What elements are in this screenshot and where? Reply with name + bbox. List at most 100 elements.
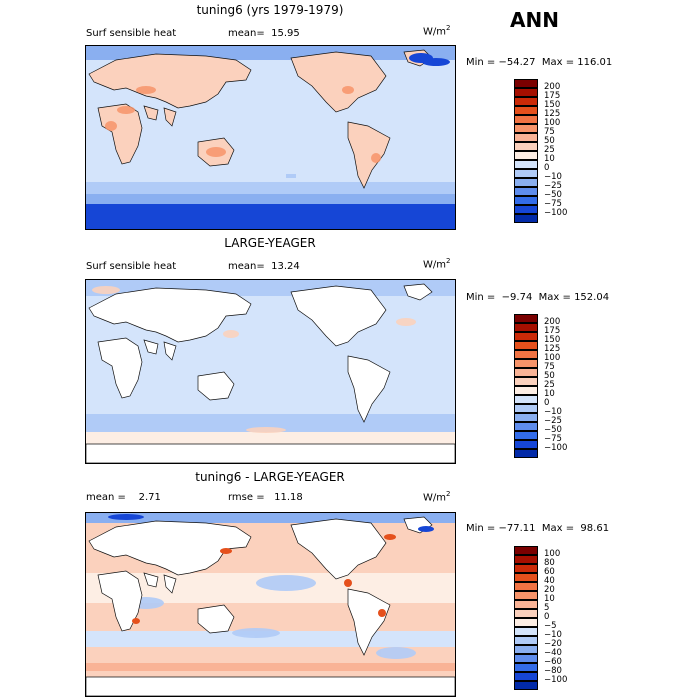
colorbar-swatch	[514, 386, 538, 395]
panel-1-title: tuning6 (yrs 1979-1979)	[196, 3, 344, 17]
panel-1-map	[85, 45, 456, 230]
colorbar-swatch	[514, 341, 538, 350]
colorbar-tick-label: 10	[544, 154, 555, 164]
colorbar-swatch	[514, 582, 538, 591]
colorbar-tick-label: −100	[544, 443, 568, 453]
colorbar-swatch	[514, 323, 538, 332]
south-america-land	[347, 121, 391, 189]
colorbar-tick-label: 150	[544, 335, 561, 345]
colorbar-tick-label: −50	[544, 425, 562, 435]
colorbar-tick-label: 25	[544, 145, 555, 155]
panel-1-variable-label: Surf sensible heat	[86, 28, 177, 39]
colorbar-swatch	[514, 600, 538, 609]
colorbar-swatch	[514, 618, 538, 627]
colorbar-tick-label: −50	[544, 190, 562, 200]
colorbar-swatch	[514, 97, 538, 106]
colorbar-swatch	[514, 413, 538, 422]
panel-2-minmax: Min = −9.74 Max = 152.04	[466, 292, 610, 303]
north-america-land	[290, 51, 387, 113]
colorbar-swatch	[514, 196, 538, 205]
panel-1-unit-label: W/m2	[423, 24, 451, 38]
colorbar-swatch	[514, 636, 538, 645]
colorbar-tick-label: −10	[544, 407, 562, 417]
colorbar-tick-label: 25	[544, 380, 555, 390]
colorbar-swatch	[514, 591, 538, 600]
colorbar-swatch	[514, 395, 538, 404]
colorbar-swatch	[514, 564, 538, 573]
colorbar-swatch	[514, 106, 538, 115]
colorbar-tick-label: 100	[544, 549, 561, 559]
antarctic-band	[86, 204, 455, 229]
colorbar-tick-label: 75	[544, 362, 555, 372]
colorbar-swatch	[514, 422, 538, 431]
colorbar-swatch	[514, 187, 538, 196]
colorbar-tick-label: −10	[544, 630, 562, 640]
colorbar-swatch	[514, 609, 538, 618]
colorbar-swatch	[514, 115, 538, 124]
colorbar-tick-label: −40	[544, 648, 562, 658]
colorbar-swatch	[514, 627, 538, 636]
colorbar-swatch	[514, 440, 538, 449]
colorbar-swatch	[514, 79, 538, 88]
colorbar-swatch	[514, 142, 538, 151]
colorbar-tick-label: 0	[544, 163, 550, 173]
panel-3-minmax: Min = −77.11 Max = 98.61	[466, 523, 610, 534]
arabia-land	[143, 105, 159, 121]
colorbar-tick-label: 200	[544, 317, 561, 327]
colorbar-tick-label: 20	[544, 585, 555, 595]
colorbar-swatch	[514, 377, 538, 386]
colorbar-tick-label: −25	[544, 181, 562, 191]
colorbar-tick-label: 175	[544, 91, 561, 101]
panel-3-mean-label: mean = 2.71	[86, 492, 161, 503]
colorbar-swatch	[514, 169, 538, 178]
colorbar-tick-label: −25	[544, 416, 562, 426]
panel-1-minmax: Min = −54.27 Max = 116.01	[466, 57, 613, 68]
colorbar-swatch	[514, 368, 538, 377]
colorbar-swatch	[514, 133, 538, 142]
panel-3-title: tuning6 - LARGE-YEAGER	[195, 470, 345, 484]
colorbar-swatch	[514, 404, 538, 413]
colorbar-tick-label: 10	[544, 594, 555, 604]
panel-2-variable-label: Surf sensible heat	[86, 261, 177, 272]
colorbar-swatch	[514, 359, 538, 368]
colorbar-swatch	[514, 449, 538, 458]
colorbar-swatch	[514, 88, 538, 97]
colorbar-tick-label: 125	[544, 109, 561, 119]
colorbar-swatch	[514, 332, 538, 341]
colorbar-tick-label: −20	[544, 639, 562, 649]
colorbar-swatch	[514, 654, 538, 663]
colorbar-swatch	[514, 555, 538, 564]
panel-3-unit-label: W/m2	[423, 490, 451, 504]
eurasia-land	[88, 53, 252, 109]
panel-2-map	[85, 279, 456, 464]
colorbar-swatch	[514, 205, 538, 214]
panel-2-unit-label: W/m2	[423, 257, 451, 271]
colorbar-tick-label: −75	[544, 199, 562, 209]
colorbar-tick-label: −60	[544, 657, 562, 667]
colorbar-swatch	[514, 214, 538, 223]
colorbar-tick-label: 40	[544, 576, 555, 586]
colorbar-swatch	[514, 314, 538, 323]
colorbar-swatch	[514, 178, 538, 187]
colorbar-swatch	[514, 573, 538, 582]
colorbar-swatch	[514, 350, 538, 359]
colorbar-tick-label: 80	[544, 558, 555, 568]
colorbar-swatch	[514, 672, 538, 681]
panel-3-map	[85, 512, 456, 697]
colorbar-tick-label: −100	[544, 208, 568, 218]
season-label: ANN	[510, 8, 559, 32]
colorbar-tick-label: −75	[544, 434, 562, 444]
colorbar-tick-label: 50	[544, 136, 555, 146]
colorbar-swatch	[514, 431, 538, 440]
colorbar-swatch	[514, 645, 538, 654]
panel-1-mean-label: mean= 15.95	[228, 28, 300, 39]
colorbar-tick-label: 125	[544, 344, 561, 354]
colorbar-tick-label: 60	[544, 567, 555, 577]
colorbar-tick-label: 200	[544, 82, 561, 92]
southern-ocean-band	[86, 182, 455, 194]
colorbar-tick-label: 100	[544, 353, 561, 363]
panel-2-title: LARGE-YEAGER	[224, 236, 316, 250]
colorbar-swatch	[514, 124, 538, 133]
colorbar-tick-label: 75	[544, 127, 555, 137]
colorbar-tick-label: 10	[544, 389, 555, 399]
